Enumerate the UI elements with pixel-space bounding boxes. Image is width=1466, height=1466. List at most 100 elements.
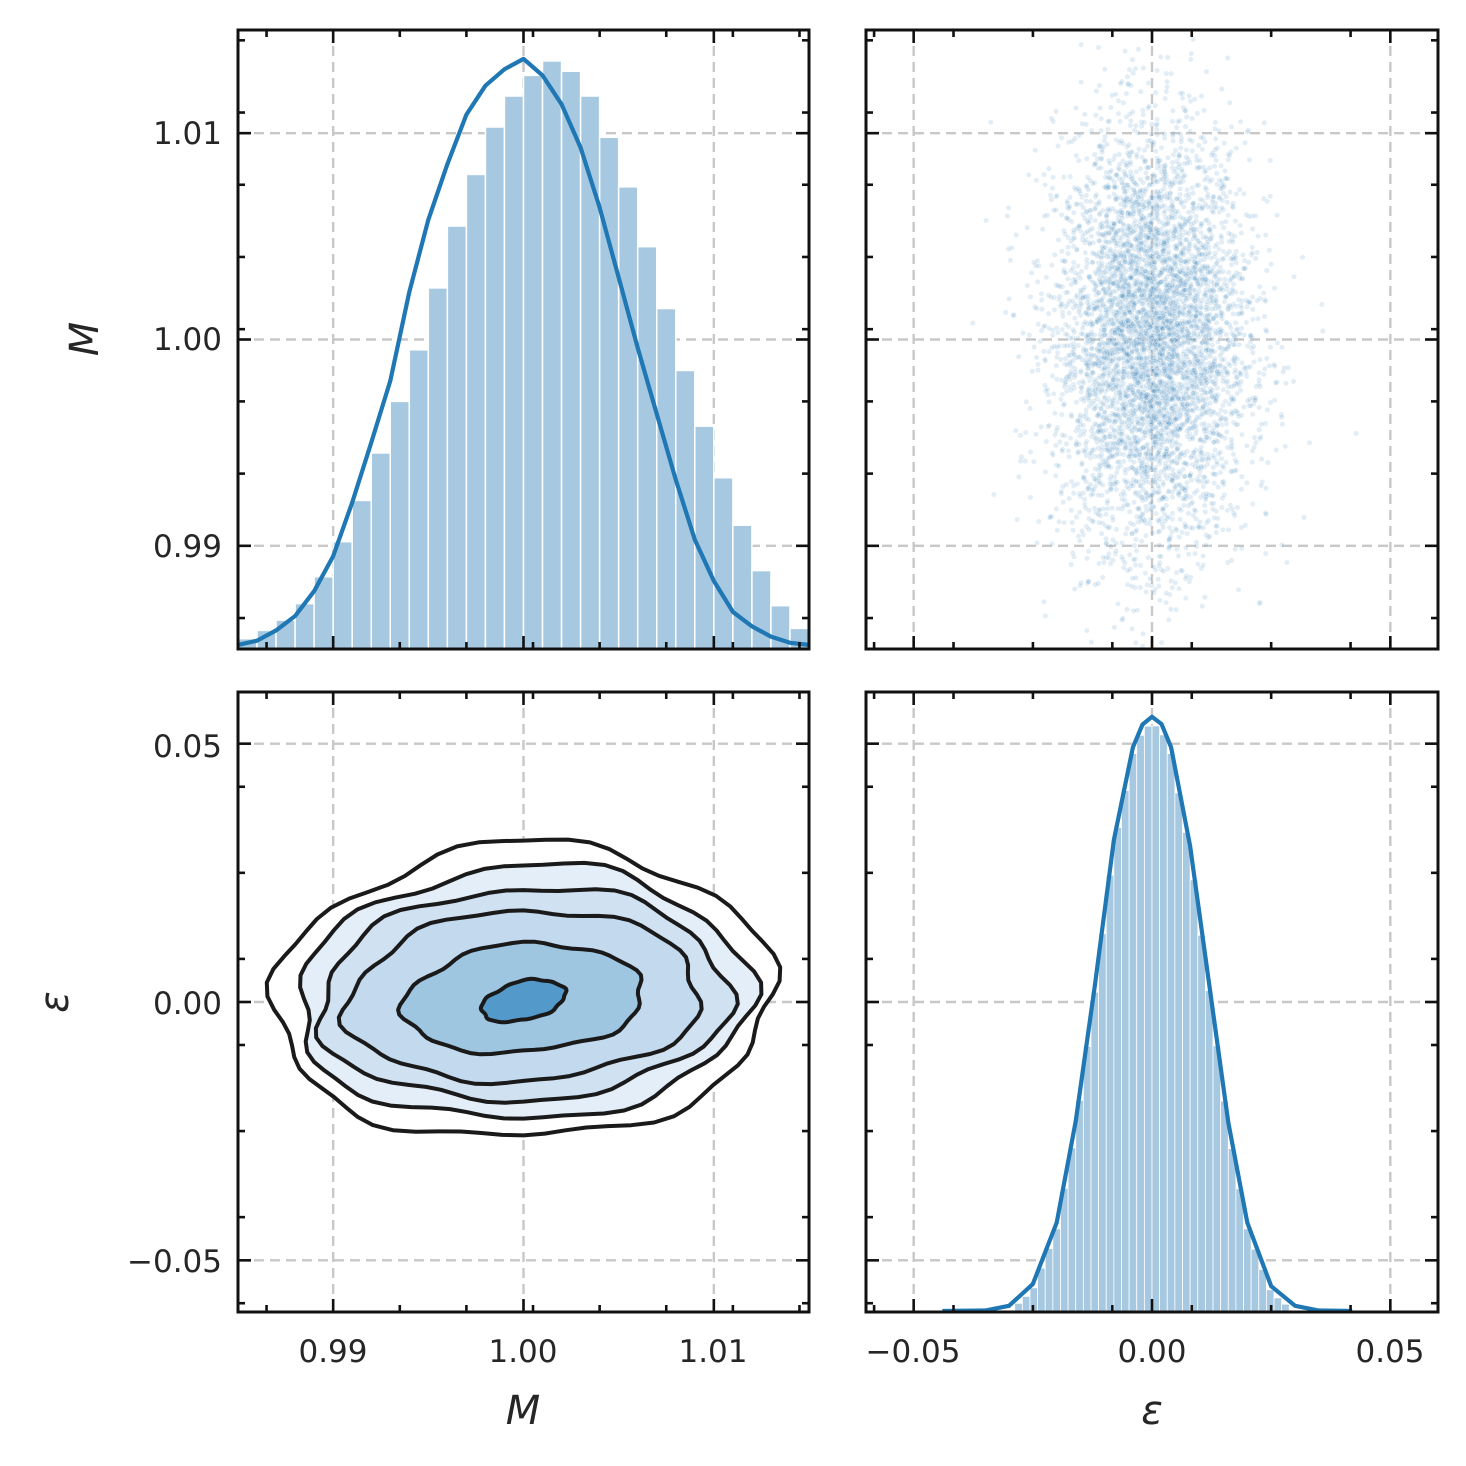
- scatter-point: [1162, 398, 1169, 405]
- scatter-point: [1054, 424, 1061, 431]
- scatter-point: [1114, 479, 1121, 485]
- scatter-point: [1045, 391, 1051, 398]
- histogram-bar: [427, 287, 449, 649]
- scatter-point: [1234, 390, 1240, 397]
- scatter-point: [1199, 449, 1206, 456]
- scatter-point: [1248, 402, 1254, 409]
- scatter-point: [1238, 378, 1245, 385]
- scatter-point: [1129, 530, 1135, 537]
- scatter-point: [1082, 441, 1089, 448]
- scatter-point: [1137, 176, 1144, 183]
- scatter-point: [1142, 330, 1148, 337]
- scatter-point: [1112, 312, 1119, 319]
- scatter-point: [1170, 325, 1176, 332]
- scatter-point: [1090, 24, 1095, 29]
- scatter-point: [1184, 217, 1191, 224]
- scatter-point: [1161, 416, 1168, 423]
- scatter-point: [1080, 431, 1087, 437]
- scatter-point: [1053, 193, 1059, 200]
- scatter-point: [1159, 507, 1166, 514]
- scatter-point: [1083, 192, 1090, 199]
- scatter-point: [1089, 323, 1096, 329]
- scatter-point: [1095, 253, 1101, 260]
- scatter-point: [1181, 382, 1188, 388]
- scatter-point: [1035, 361, 1041, 368]
- scatter-point: [1108, 486, 1114, 492]
- scatter-point: [1172, 393, 1179, 400]
- scatter-point: [1173, 569, 1180, 576]
- scatter-point: [1093, 191, 1100, 198]
- scatter-point: [1266, 247, 1273, 253]
- scatter-point: [1197, 344, 1204, 351]
- scatter-point: [1030, 458, 1037, 465]
- scatter-point: [1100, 372, 1107, 379]
- scatter-point: [1213, 259, 1220, 266]
- scatter-point: [1155, 236, 1162, 243]
- scatter-point: [1182, 362, 1188, 369]
- scatter-point: [1144, 445, 1150, 452]
- scatter-point: [1191, 367, 1198, 374]
- scatter-point: [1153, 686, 1158, 691]
- scatter-point: [1182, 369, 1189, 375]
- scatter-point: [1218, 182, 1225, 189]
- scatter-point: [1179, 384, 1186, 391]
- scatter-point: [1264, 198, 1271, 205]
- scatter-point: [1159, 412, 1166, 419]
- scatter-point: [1177, 131, 1184, 137]
- scatter-point: [1182, 460, 1189, 467]
- scatter-point: [1128, 289, 1134, 295]
- scatter-point: [1146, 309, 1152, 316]
- scatter-point: [1109, 400, 1116, 407]
- scatter-point: [1173, 422, 1180, 429]
- scatter-point: [1149, 194, 1156, 201]
- scatter-point: [1192, 297, 1199, 303]
- scatter-point: [1148, 121, 1155, 127]
- scatter-point: [1118, 226, 1125, 233]
- scatter-point: [1140, 630, 1146, 637]
- scatter-point: [1046, 398, 1053, 405]
- scatter-point: [1137, 514, 1144, 520]
- scatter-point: [1167, 378, 1174, 385]
- scatter-points: [969, 24, 1360, 691]
- scatter-point: [1053, 442, 1059, 449]
- scatter-point: [1068, 238, 1075, 245]
- scatter-point: [1038, 290, 1045, 297]
- scatter-point: [1134, 298, 1141, 305]
- scatter-point: [1104, 355, 1111, 362]
- scatter-point: [1097, 389, 1103, 396]
- scatter-point: [1226, 248, 1233, 255]
- scatter-point: [1099, 322, 1106, 329]
- scatter-point: [1060, 499, 1067, 505]
- scatter-point: [1082, 356, 1089, 363]
- scatter-point: [1124, 441, 1130, 448]
- scatter-point: [1189, 115, 1195, 122]
- scatter-point: [1231, 273, 1237, 279]
- scatter-point: [1213, 157, 1219, 164]
- scatter-point: [1206, 454, 1212, 461]
- scatter-point: [1141, 338, 1148, 345]
- scatter-point: [1113, 412, 1120, 419]
- scatter-point: [1121, 203, 1128, 210]
- scatter-point: [1221, 356, 1227, 363]
- scatter-point: [1138, 324, 1144, 331]
- scatter-point: [1121, 294, 1127, 301]
- scatter-point: [1143, 237, 1150, 244]
- scatter-point: [1163, 228, 1170, 235]
- scatter-point: [1072, 276, 1079, 283]
- scatter-point: [1174, 546, 1180, 552]
- scatter-point: [1098, 365, 1105, 372]
- scatter-point: [1115, 368, 1122, 375]
- scatter-point: [1200, 553, 1207, 559]
- scatter-point: [1141, 407, 1147, 414]
- scatter-point: [1088, 427, 1095, 434]
- scatter-point: [1083, 155, 1090, 162]
- scatter-point: [1105, 462, 1112, 469]
- scatter-point: [1160, 383, 1167, 390]
- scatter-point: [1131, 271, 1138, 277]
- scatter-point: [1177, 145, 1184, 151]
- scatter-point: [1217, 469, 1224, 476]
- scatter-point: [1056, 293, 1063, 300]
- scatter-point: [1101, 559, 1107, 566]
- scatter-point: [1169, 396, 1176, 403]
- scatter-point: [1124, 606, 1130, 613]
